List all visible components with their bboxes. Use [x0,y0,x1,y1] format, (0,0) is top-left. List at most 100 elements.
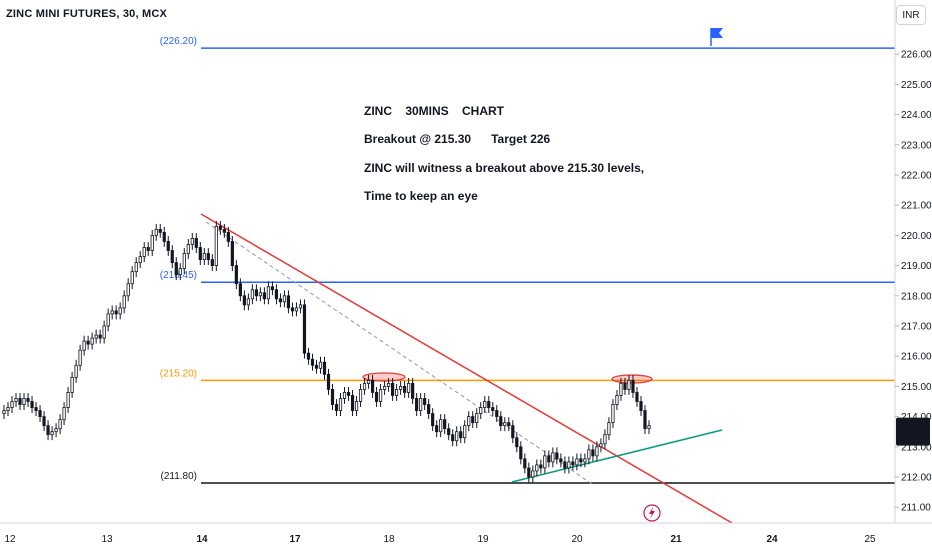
green-uptrend-line [511,429,723,483]
candle-body [403,385,407,393]
red-downtrend-line [200,213,733,524]
candle-body [643,410,647,430]
candle-body [102,325,106,339]
level-label: (218.45) [160,270,197,281]
candle-body [54,428,58,433]
level-label: (226.20) [160,36,197,47]
candle-body [78,349,82,366]
candle-body [154,228,158,236]
candle-body [206,253,210,260]
candle-body [18,398,22,405]
candle-body [86,340,90,345]
candle-body [527,467,531,478]
candle-body [110,310,114,315]
price-tick-label: 214.00 [901,412,932,423]
candle-body [451,434,455,442]
candle-body [358,389,363,402]
candle-body [447,428,451,436]
candle-body [158,228,162,233]
candle-body [539,464,543,469]
annotation-line-2: Breakout @ 215.30 Target 226 [364,132,551,146]
candle-body [370,379,375,393]
candle-body [258,292,262,297]
candle-body [463,425,467,439]
candle-body [198,247,202,260]
price-tick-label: 223.00 [901,140,932,151]
time-tick-label: 24 [766,534,778,545]
candle-body [374,392,379,402]
candle-body [471,416,475,424]
level-label: (211.80) [160,471,197,482]
price-tick-label: 224.00 [901,110,932,121]
candle-body [583,458,587,463]
candle-body [118,307,122,315]
candle-body [170,250,174,263]
candle-body [222,228,226,233]
candlesticks [2,220,651,483]
candle-body [495,410,499,417]
candle-body [10,401,14,408]
candle-body [515,437,519,448]
candle-body [607,422,611,436]
candle-body [615,395,619,405]
candle-body [150,234,154,251]
currency-button[interactable]: INR [896,5,926,25]
candle-body [130,271,134,285]
countdown-label: 18:41 [900,434,925,445]
candle-body [166,241,170,251]
candle-body [238,283,242,297]
dashed-trend-line [205,221,593,485]
candle-body [26,398,30,402]
annotation-line-1: ZINC 30MINS CHART [364,104,505,118]
candle-body [134,262,138,273]
candle-body [210,259,214,266]
candle-body [126,283,130,297]
candle-body [306,352,311,360]
candle-body [499,416,503,427]
time-tick-label: 25 [864,534,876,545]
price-tick-label: 211.00 [901,503,931,514]
candle-body [234,265,238,285]
candle-body [262,292,267,300]
candle-body [326,373,331,390]
price-tick-label: 215.00 [901,382,932,393]
price-tick-label: 220.00 [901,231,932,242]
candle-body [194,238,198,248]
candle-body [350,395,355,411]
candle-body [278,298,283,303]
candle-body [487,401,491,408]
candle-body [174,262,178,276]
candle-body [519,446,523,460]
price-tick-label: 213.00 [901,442,932,453]
candle-body [334,404,339,411]
candle-body [310,358,315,366]
candle-body [599,443,603,448]
candle-body [391,382,395,396]
candle-body [399,385,403,390]
candle-body [98,334,102,339]
candle-body [50,431,54,436]
candle-body [415,398,419,411]
last-price-label: 213.70 [898,421,929,432]
candle-body [531,470,535,478]
price-tick-label: 222.00 [901,171,932,182]
time-tick-label: 20 [571,534,583,545]
candle-body [591,449,595,457]
candle-body [479,407,483,414]
candle-body [619,382,623,396]
last-price-tag [896,417,930,446]
candle-body [455,431,459,442]
time-tick-label: 12 [4,534,16,545]
candle-body [535,464,539,472]
candle-body [547,455,551,463]
candle-body [274,289,279,300]
candle-body [523,458,527,469]
candle-body [443,419,447,430]
candle-body [603,434,607,445]
candle-body [559,458,563,463]
candle-body [70,376,74,393]
candle-body [483,401,487,408]
candle-body [587,449,591,460]
time-tick-label: 18 [383,534,395,545]
